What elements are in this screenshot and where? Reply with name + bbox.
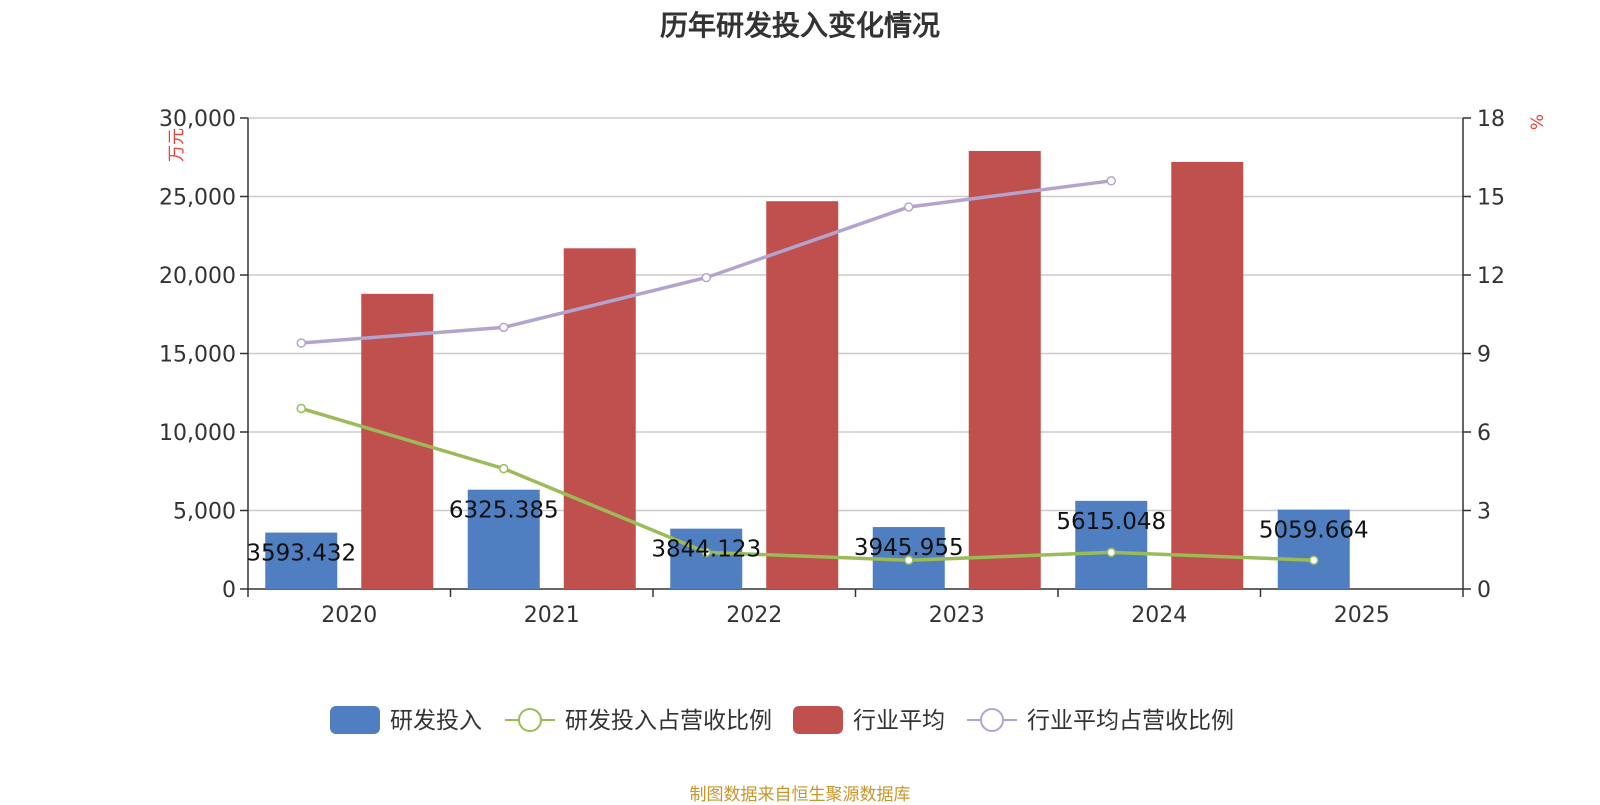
left-axis-tick-label: 15,000 <box>159 343 236 368</box>
right-axis-tick-label: 9 <box>1477 343 1491 368</box>
chart-title: 历年研发投入变化情况 <box>659 9 940 42</box>
bar-industry-average <box>968 150 1041 589</box>
line-point-rd-ratio <box>701 547 711 558</box>
series-line-rd-ratio <box>300 406 1314 562</box>
bar-rd-investment <box>1277 509 1350 589</box>
line-point-rd-ratio <box>1309 555 1319 565</box>
left-axis-tick-label: 20,000 <box>159 264 236 289</box>
legend-item: 行业平均 <box>793 706 945 734</box>
left-axis-unit: 万元 <box>167 128 187 162</box>
left-axis-tick-label: 10,000 <box>159 421 236 446</box>
data-label: 3844.123 <box>651 537 761 563</box>
x-axis-tick-label: 2024 <box>1131 603 1187 628</box>
data-label: 5615.048 <box>1056 509 1166 535</box>
line-point-industry-ratio <box>904 202 914 212</box>
right-axis-tick-label: 3 <box>1477 500 1491 525</box>
line-point-rd-ratio <box>499 463 509 474</box>
legend-swatch-bar <box>793 706 843 734</box>
left-axis-tick-label: 5,000 <box>173 500 236 525</box>
legend-swatch-marker <box>980 708 1004 732</box>
bar-industry-average <box>766 201 839 589</box>
bar-industry-average <box>1171 161 1244 589</box>
x-axis-tick-label: 2023 <box>929 603 985 628</box>
data-label: 3593.432 <box>246 541 356 567</box>
right-axis-tick-label: 18 <box>1477 107 1505 132</box>
left-axis-tick-label: 25,000 <box>159 186 236 211</box>
line-point-industry-ratio <box>1106 176 1116 186</box>
legend-item: 研发投入 <box>330 706 482 734</box>
right-axis-tick-label: 0 <box>1477 578 1491 603</box>
line-point-rd-ratio <box>904 555 914 565</box>
legend-label: 研发投入占营收比例 <box>565 708 772 734</box>
legend-swatch-marker <box>518 708 542 732</box>
left-axis-tick-label: 30,000 <box>159 107 236 132</box>
x-axis-tick-label: 2025 <box>1334 603 1390 628</box>
x-axis-tick-label: 2020 <box>321 603 377 628</box>
line-point-industry-ratio <box>701 272 711 283</box>
legend-label: 行业平均占营收比例 <box>1027 708 1234 734</box>
data-label: 5059.664 <box>1259 518 1369 544</box>
bar-industry-average <box>361 293 434 589</box>
data-label: 6325.385 <box>449 498 559 524</box>
bar-rd-investment <box>1075 500 1148 589</box>
right-axis-tick-label: 6 <box>1477 421 1491 446</box>
x-axis-tick-label: 2021 <box>524 603 580 628</box>
line-point-industry-ratio <box>296 338 306 348</box>
right-axis-unit: % <box>1528 114 1548 130</box>
bar-industry-average <box>563 248 636 589</box>
right-axis-tick-label: 12 <box>1477 264 1505 289</box>
bar-rd-investment <box>467 489 540 589</box>
bar-rd-investment <box>670 528 743 589</box>
legend-item: 行业平均占营收比例 <box>967 708 1234 734</box>
line-point-rd-ratio <box>296 403 306 414</box>
left-axis-tick-label: 0 <box>222 578 236 603</box>
source-note: 制图数据来自恒生聚源数据库 <box>689 785 911 805</box>
legend-swatch-bar <box>330 706 380 734</box>
legend-label: 研发投入 <box>390 708 482 734</box>
data-label: 3945.955 <box>854 535 964 561</box>
legend-label: 行业平均 <box>853 708 945 734</box>
legend-item: 研发投入占营收比例 <box>505 708 772 734</box>
line-point-rd-ratio <box>1106 547 1116 558</box>
bar-rd-investment <box>265 532 338 589</box>
x-axis-tick-label: 2022 <box>726 603 782 628</box>
line-point-industry-ratio <box>499 322 509 333</box>
right-axis-tick-label: 15 <box>1477 186 1505 211</box>
